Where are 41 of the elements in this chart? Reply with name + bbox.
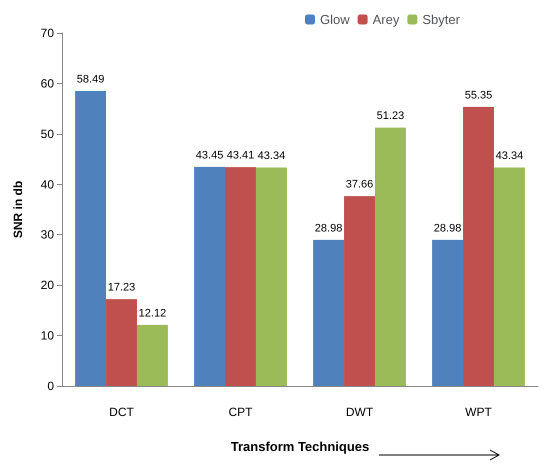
x-tick-label: CPT xyxy=(228,405,254,419)
x-axis-title: Transform Techniques xyxy=(230,439,370,454)
data-label: 51.23 xyxy=(376,110,404,122)
data-label: 37.66 xyxy=(346,178,374,191)
bar xyxy=(136,324,168,386)
y-tick-label: 0 xyxy=(47,379,54,393)
y-tick-label: 20 xyxy=(40,278,54,292)
data-label: 28.98 xyxy=(314,222,342,234)
x-tick-label: DWT xyxy=(346,405,374,419)
y-tick-label: 30 xyxy=(40,228,54,242)
y-tick-label: 70 xyxy=(40,26,54,40)
y-tick-label: 40 xyxy=(40,177,54,192)
bar xyxy=(432,240,464,386)
data-label: 43.45 xyxy=(196,149,224,162)
y-axis-title: SNR in db xyxy=(11,180,25,238)
data-label: 28.98 xyxy=(434,222,462,234)
bar xyxy=(256,167,287,386)
legend-label: Sbyter xyxy=(422,12,461,27)
y-tick-label: 60 xyxy=(40,76,54,90)
x-tick-label: DCT xyxy=(109,405,134,419)
data-label: 43.34 xyxy=(496,150,524,162)
data-label: 43.34 xyxy=(258,150,286,162)
data-label: 55.35 xyxy=(464,89,492,102)
data-label: 12.12 xyxy=(138,307,166,320)
bar xyxy=(344,196,375,386)
bar xyxy=(463,106,494,386)
legend-label: Glow xyxy=(320,12,350,27)
data-label: 43.41 xyxy=(226,150,254,162)
bar xyxy=(225,167,256,386)
x-tick-label: WPT xyxy=(465,405,492,419)
bar xyxy=(374,128,406,386)
data-label: 58.49 xyxy=(76,74,104,86)
bar xyxy=(106,299,137,386)
bar xyxy=(494,167,525,386)
bar xyxy=(194,166,226,386)
bar xyxy=(313,240,344,386)
bar xyxy=(75,91,106,386)
legend-label: Arey xyxy=(372,12,400,27)
y-tick-label: 10 xyxy=(40,328,54,343)
y-tick-label: 50 xyxy=(40,126,54,141)
data-label: 17.23 xyxy=(108,282,136,294)
